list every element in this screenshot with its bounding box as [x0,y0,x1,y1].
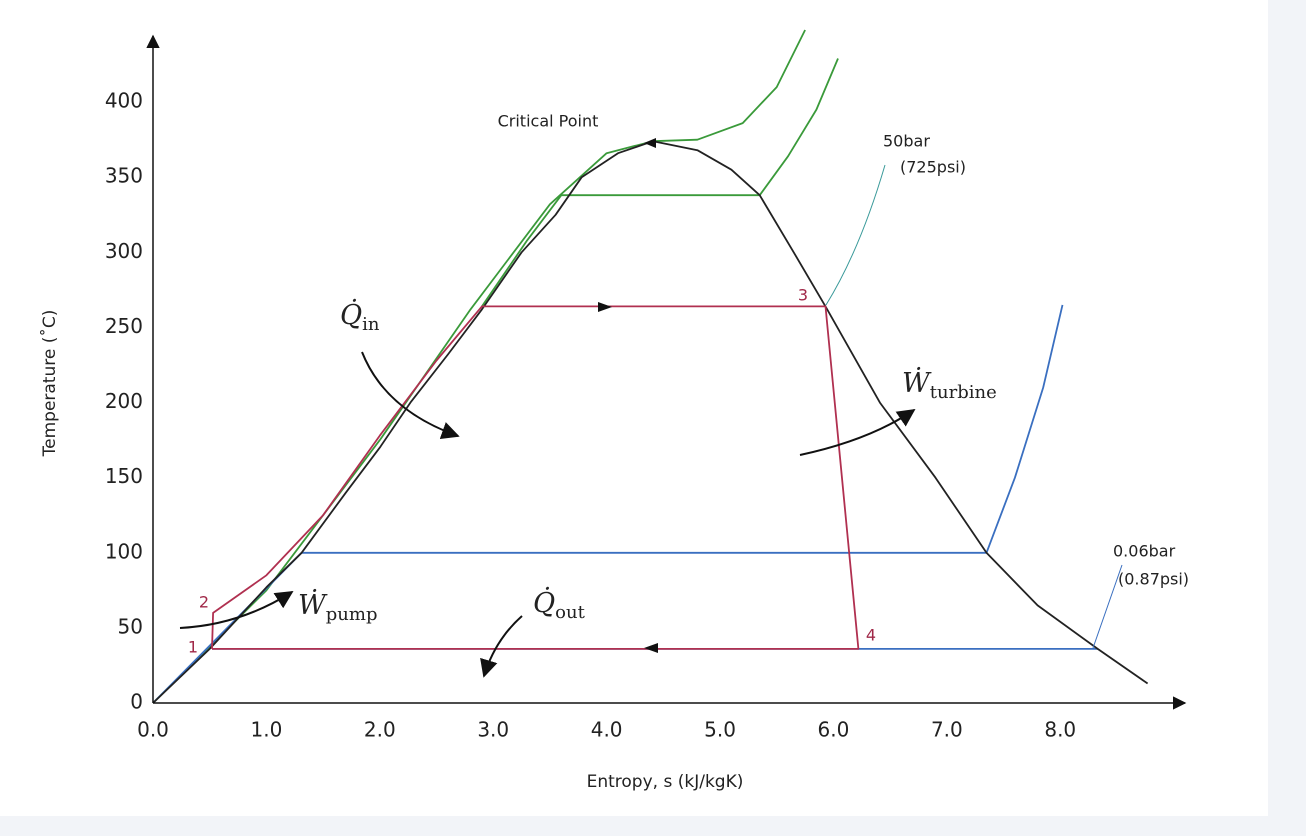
x-tick-label: 4.0 [591,718,623,742]
annotation: (0.87psi) [1118,570,1189,589]
turbine-work-arrow [799,408,916,456]
y-tick-label: 400 [105,89,143,113]
curves [152,29,1149,704]
leader-line [1092,564,1123,649]
symbol: Ẇ [902,366,932,399]
heat-in-arrow [361,351,460,440]
curve [152,140,1149,704]
symbol-annotation: Ẇturbine [902,366,997,404]
y-tick-label: 50 [118,614,143,638]
x-tick-label: 8.0 [1044,718,1076,742]
point-label: 1 [188,638,198,657]
x-axis-title: Entropy, s (kJ/kgK) [587,772,744,792]
annotation: 50bar [883,132,930,151]
x-tick-label: 2.0 [364,718,396,742]
x-tick-label: 1.0 [251,718,283,742]
y-tick-label: 150 [105,464,143,488]
point-label: 3 [798,286,808,305]
symbol-annotation: Ẇpump [298,588,377,626]
y-tick-label: 0 [130,690,143,714]
y-tick-label: 200 [105,389,143,413]
x-tick-label: 0.0 [137,718,169,742]
point-label: 2 [199,593,209,612]
y-tick-label: 300 [105,239,143,263]
point-label: 4 [866,626,876,645]
symbol: Q̇ [340,298,362,331]
plot-background [0,0,1268,816]
y-tick-label: 250 [105,314,143,338]
pump-work-arrow [179,591,294,629]
annotation: Critical Point [498,112,599,131]
leader-line [825,164,886,306]
direction-arrowhead [598,302,612,312]
symbol: Ẇ [298,588,328,621]
direction-arrowhead [644,138,656,148]
x-tick-label: 5.0 [704,718,736,742]
subscript: pump [326,604,378,625]
subscript: in [362,314,380,335]
subscript: turbine [930,382,997,403]
symbol: Q̇ [533,586,555,619]
y-axis-title: Temperature (˚C) [39,310,60,458]
heat-out-arrow [480,615,523,678]
y-tick-label: 350 [105,164,143,188]
symbol-annotation: Q̇in [340,298,380,335]
x-tick-label: 6.0 [818,718,850,742]
x-tick-label: 3.0 [477,718,509,742]
x-tick-label: 7.0 [931,718,963,742]
annotation: 0.06bar [1113,542,1176,561]
symbol-annotation: Q̇out [533,586,586,623]
annotation: (725psi) [900,158,966,177]
y-tick-label: 100 [105,539,143,563]
curve [211,305,860,650]
subscript: out [555,602,585,623]
direction-arrowhead [644,643,658,653]
